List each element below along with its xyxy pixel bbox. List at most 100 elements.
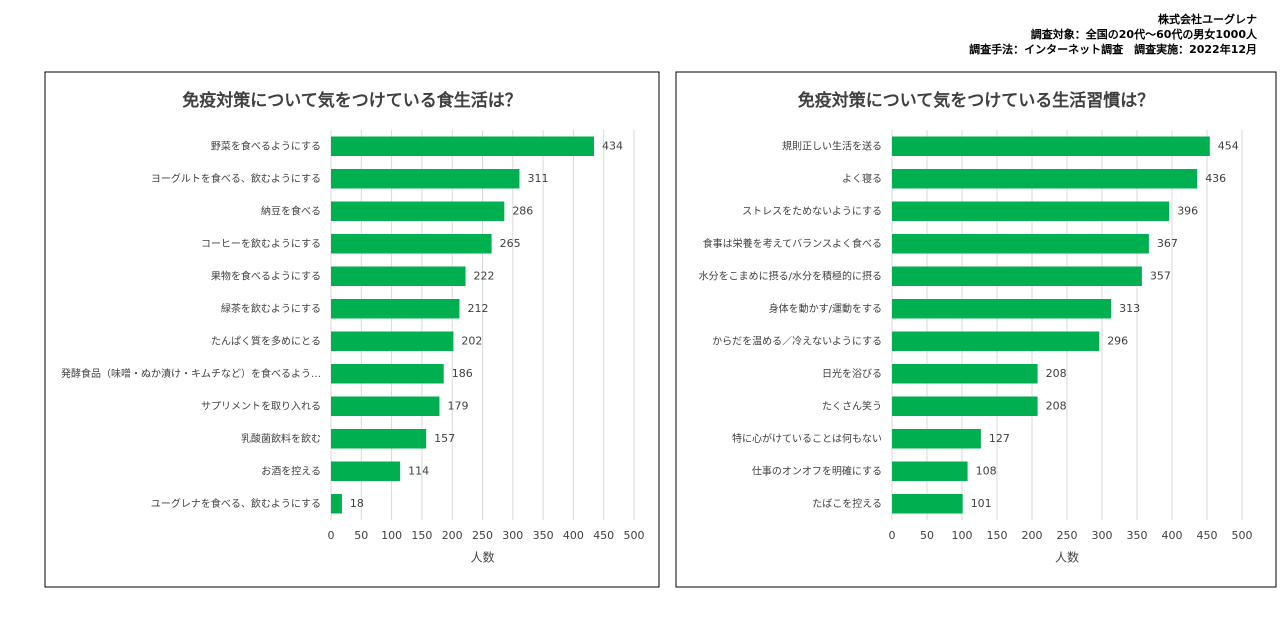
x-tick-label: 350: [1127, 529, 1148, 542]
y-tick-label: 特に心がけていることは何もない: [732, 432, 882, 445]
bar: [331, 429, 427, 449]
x-tick-label: 150: [987, 529, 1008, 542]
data-label: 127: [989, 432, 1010, 445]
bar: [892, 266, 1142, 286]
x-tick-label: 0: [328, 529, 335, 542]
data-label: 286: [512, 204, 533, 217]
y-tick-label: 食事は栄養を考えてバランスよく食べる: [703, 237, 882, 250]
data-label: 313: [1119, 302, 1140, 315]
data-label: 186: [452, 367, 473, 380]
y-tick-label: 日光を浴びる: [822, 367, 882, 380]
data-label: 434: [602, 139, 623, 152]
bar: [331, 169, 520, 189]
chart-title: 免疫対策について気をつけている食生活は？: [182, 90, 522, 111]
y-tick-label: 身体を動かす/運動をする: [769, 302, 882, 315]
x-tick-label: 400: [1162, 529, 1183, 542]
x-tick-label: 200: [442, 529, 463, 542]
bar: [331, 364, 444, 384]
y-tick-label: たばこを控える: [812, 497, 882, 510]
bar: [892, 494, 963, 514]
data-label: 208: [1046, 399, 1067, 412]
bar: [892, 136, 1210, 156]
bar: [892, 364, 1038, 384]
chart-frame: [675, 71, 1277, 588]
y-tick-label: からだを温める／冷えないようにする: [712, 334, 882, 347]
survey-method: 調査手法：インターネット調査 調査実施：2022年12月: [969, 42, 1257, 56]
x-tick-label: 250: [1057, 529, 1078, 542]
bar: [331, 396, 440, 416]
data-label: 357: [1150, 269, 1171, 282]
y-tick-label: 仕事のオンオフを明確にする: [752, 464, 882, 477]
x-tick-label: 50: [920, 529, 934, 542]
bar: [892, 331, 1100, 351]
y-tick-label: コーヒーを飲むようにする: [201, 237, 321, 250]
y-tick-label: 納豆を食べる: [261, 204, 321, 217]
x-tick-label: 500: [1232, 529, 1253, 542]
survey-target: 調査対象：全国の20代～60代の男女1000人: [1031, 27, 1258, 41]
data-label: 212: [467, 302, 488, 315]
data-label: 202: [461, 334, 482, 347]
y-tick-label: サプリメントを取り入れる: [201, 400, 321, 412]
bar: [892, 299, 1112, 319]
data-label: 436: [1205, 172, 1226, 185]
data-label: 179: [447, 399, 468, 412]
bar: [892, 429, 981, 449]
data-label: 18: [350, 497, 364, 510]
data-label: 367: [1157, 237, 1178, 250]
x-tick-label: 100: [381, 529, 402, 542]
x-tick-label: 400: [563, 529, 584, 542]
x-axis-label: 人数: [470, 550, 494, 565]
y-tick-label: ユーグレナを食べる、飲むようにする: [151, 497, 321, 510]
data-label: 208: [1046, 367, 1067, 380]
y-tick-label: よく寝る: [842, 172, 882, 185]
y-tick-label: お酒を控える: [261, 464, 321, 477]
x-tick-label: 300: [502, 529, 523, 542]
x-tick-label: 200: [1022, 529, 1043, 542]
x-tick-label: 50: [354, 529, 368, 542]
chart-title: 免疫対策について気をつけている生活習慣は？: [798, 90, 1155, 111]
x-tick-label: 450: [593, 529, 614, 542]
y-tick-label: 緑茶を飲むようにする: [221, 302, 321, 315]
y-tick-label: ヨーグルトを食べる、飲むようにする: [151, 172, 321, 185]
data-label: 101: [971, 497, 992, 510]
y-tick-label: ストレスをためないようにする: [742, 205, 882, 217]
data-label: 265: [500, 237, 521, 250]
data-label: 157: [434, 432, 455, 445]
bar: [331, 136, 595, 156]
x-tick-label: 500: [624, 529, 645, 542]
bar: [331, 201, 505, 221]
y-tick-label: 規則正しい生活を送る: [782, 139, 882, 152]
y-tick-label: 果物を食べるようにする: [211, 269, 321, 282]
bar: [892, 234, 1149, 254]
bar: [331, 299, 460, 319]
bar: [331, 461, 401, 481]
company: 株式会社ユーグレナ: [1158, 12, 1257, 26]
y-tick-label: 水分をこまめに摂る/水分を積極的に摂る: [699, 269, 882, 282]
bar: [892, 396, 1038, 416]
bar: [331, 234, 492, 254]
bar: [331, 494, 342, 514]
y-tick-label: たくさん笑う: [822, 399, 882, 412]
x-tick-label: 0: [889, 529, 896, 542]
bar: [892, 201, 1170, 221]
x-tick-label: 300: [1092, 529, 1113, 542]
x-tick-label: 350: [533, 529, 554, 542]
data-label: 454: [1218, 139, 1239, 152]
data-label: 311: [527, 172, 548, 185]
data-label: 108: [976, 464, 997, 477]
y-tick-label: 発酵食品（味噌・ぬか漬け・キムチなど）を食べるよう…: [61, 367, 321, 380]
y-tick-label: 野菜を食べるようにする: [211, 139, 321, 152]
x-axis-label: 人数: [1055, 550, 1079, 565]
bar: [331, 331, 454, 351]
data-label: 396: [1177, 204, 1198, 217]
x-tick-label: 250: [472, 529, 493, 542]
x-tick-label: 100: [952, 529, 973, 542]
data-label: 222: [474, 269, 495, 282]
y-tick-label: たんぱく質を多めにとる: [211, 334, 321, 347]
chart-frame: [44, 71, 660, 588]
bar: [331, 266, 466, 286]
x-tick-label: 150: [411, 529, 432, 542]
data-label: 114: [408, 464, 429, 477]
